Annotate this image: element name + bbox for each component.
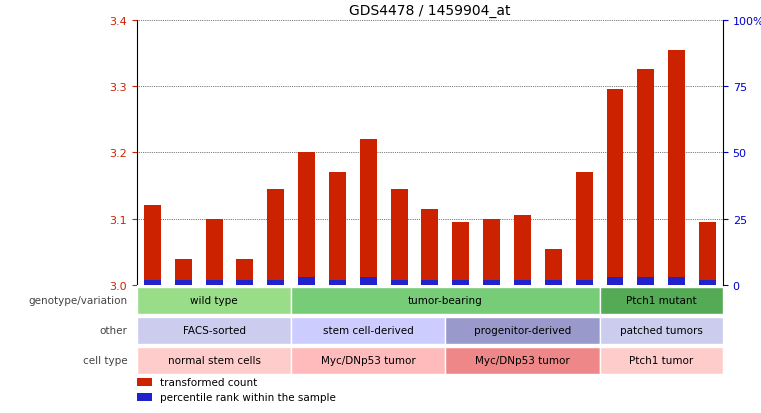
Bar [291,317,445,344]
Bar [668,50,685,285]
Bar [483,280,500,285]
Text: Myc/DNp53 tumor: Myc/DNp53 tumor [321,355,416,365]
Bar [668,278,685,285]
Text: Ptch1 tumor: Ptch1 tumor [629,355,693,365]
Text: tumor-bearing: tumor-bearing [408,295,482,305]
Bar [267,280,285,285]
Text: stem cell-derived: stem cell-derived [323,325,414,335]
Bar [600,287,723,314]
Bar [329,280,346,285]
Text: Ptch1 mutant: Ptch1 mutant [626,295,696,305]
Bar [483,219,500,285]
Bar [452,223,470,285]
Bar [137,317,291,344]
Bar [607,278,623,285]
Bar [298,153,315,285]
Bar [360,278,377,285]
Bar [360,140,377,285]
Bar [137,378,151,386]
Bar [445,347,600,374]
Bar [545,280,562,285]
Bar [291,287,600,314]
Bar [137,393,151,401]
Bar [298,278,315,285]
Title: GDS4478 / 1459904_at: GDS4478 / 1459904_at [349,4,511,18]
Bar [575,280,593,285]
Bar [144,280,161,285]
Text: percentile rank within the sample: percentile rank within the sample [161,392,336,402]
Text: cell type: cell type [83,355,128,365]
Bar [267,190,285,285]
Text: wild type: wild type [190,295,238,305]
Bar [390,190,408,285]
Bar [514,216,531,285]
Text: normal stem cells: normal stem cells [167,355,260,365]
Bar [514,280,531,285]
Bar [600,347,723,374]
Bar [452,280,470,285]
Bar [638,278,654,285]
Bar [607,90,623,285]
Text: patched tumors: patched tumors [619,325,702,335]
Bar [237,280,253,285]
Bar [144,206,161,285]
Text: other: other [100,325,128,335]
Bar [600,317,723,344]
Bar [205,219,222,285]
Bar [638,70,654,285]
Text: genotype/variation: genotype/variation [29,295,128,305]
Bar [545,249,562,285]
Bar [137,347,291,374]
Bar [291,347,445,374]
Bar [699,280,716,285]
Text: progenitor-derived: progenitor-derived [474,325,571,335]
Bar [699,223,716,285]
Bar [175,259,192,285]
Bar [422,209,438,285]
Bar [390,280,408,285]
Bar [205,280,222,285]
Bar [237,259,253,285]
Text: Myc/DNp53 tumor: Myc/DNp53 tumor [475,355,570,365]
Bar [137,287,291,314]
Text: transformed count: transformed count [161,377,258,387]
Bar [175,280,192,285]
Bar [422,280,438,285]
Bar [445,317,600,344]
Bar [575,173,593,285]
Text: FACS-sorted: FACS-sorted [183,325,246,335]
Bar [329,173,346,285]
